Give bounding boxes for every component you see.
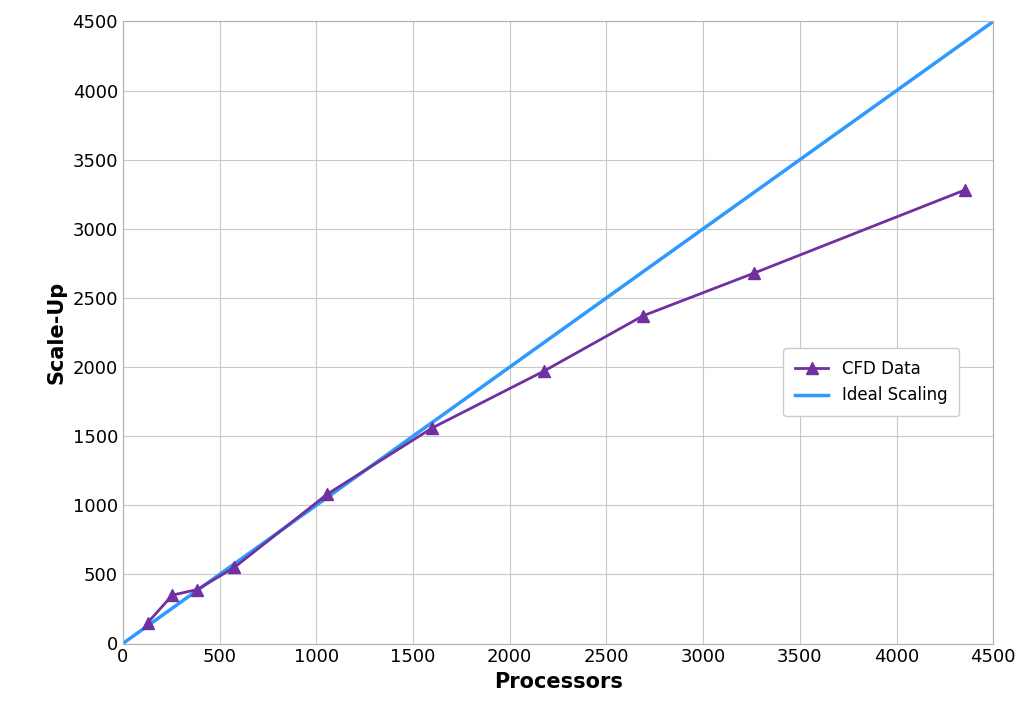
CFD Data: [637, 312, 649, 320]
CFD Data: [426, 423, 438, 432]
CFD Data: [749, 269, 761, 277]
CFD Data: [141, 618, 154, 627]
CFD Data: [191, 586, 204, 594]
CFD Data: [958, 186, 971, 194]
Legend: CFD Data, Ideal Scaling: CFD Data, Ideal Scaling: [783, 348, 958, 416]
CFD Data: [538, 367, 550, 375]
X-axis label: Processors: Processors: [494, 672, 623, 692]
Y-axis label: Scale-Up: Scale-Up: [47, 281, 67, 384]
CFD Data: [166, 591, 178, 599]
CFD Data: [228, 563, 241, 572]
CFD Data: [321, 490, 333, 498]
Line: CFD Data: CFD Data: [141, 184, 971, 629]
